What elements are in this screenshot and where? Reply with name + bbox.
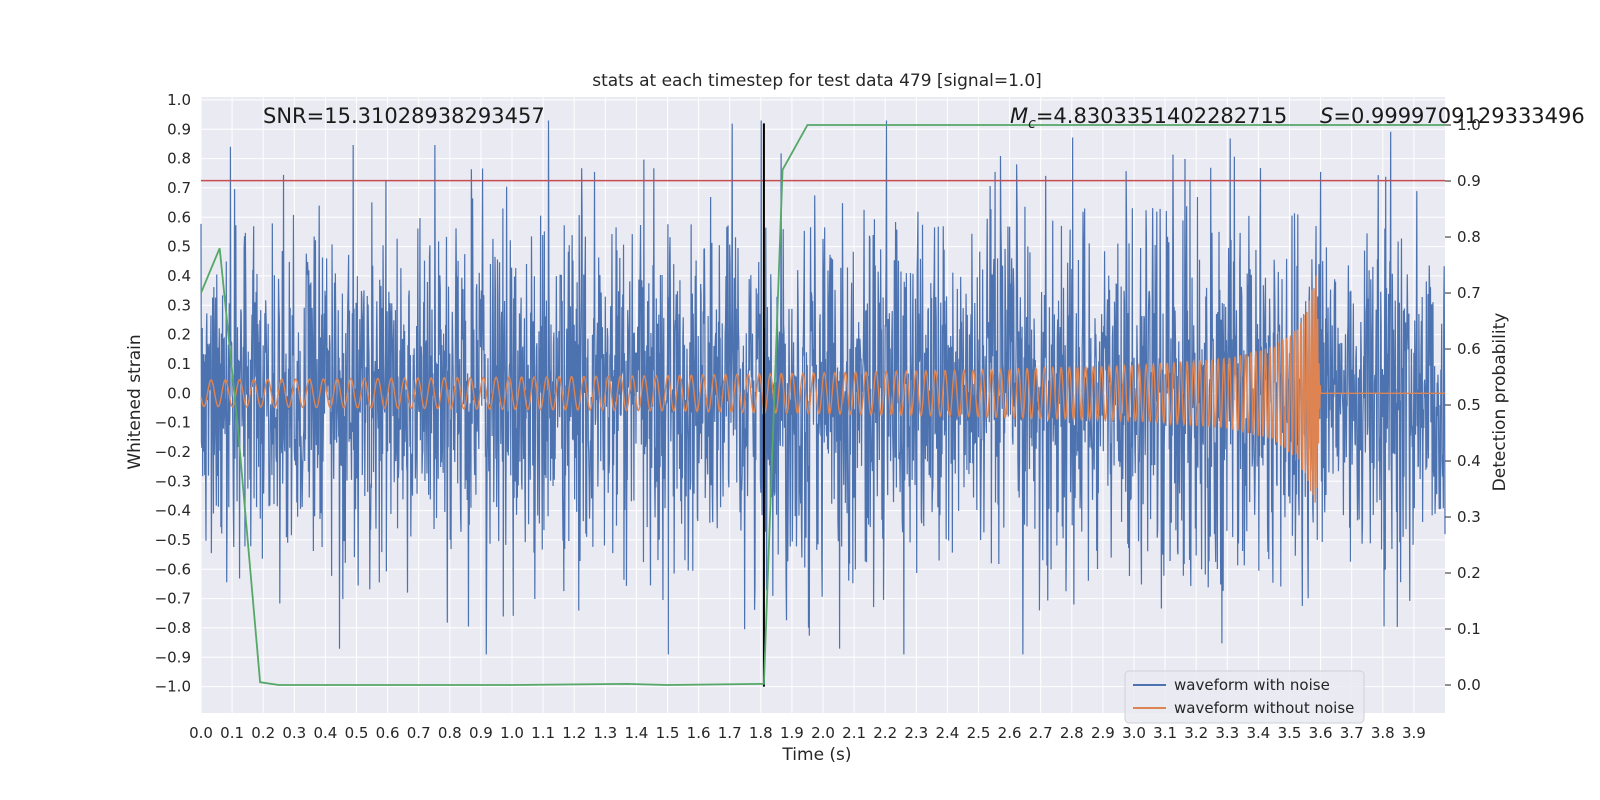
s-symbol: S (1320, 104, 1333, 128)
y2-tick-label: 0.7 (1457, 284, 1481, 302)
x-tick-label: 0.4 (313, 724, 337, 742)
y-tick-label: −0.7 (155, 590, 191, 608)
x-tick-label: 3.6 (1309, 724, 1333, 742)
legend-label-noise: waveform with noise (1174, 676, 1330, 694)
y-tick-label: −0.3 (155, 472, 191, 490)
x-tick-label: 1.7 (718, 724, 742, 742)
x-tick-label: 0.7 (407, 724, 431, 742)
y2-tick-label: 0.6 (1457, 340, 1481, 358)
x-axis-ticks: 0.0 0.1 0.2 0.3 0.4 0.5 0.6 0.7 0.8 0.9 1.0 1.1 1.2 1… (189, 724, 1426, 742)
y-tick-label: −0.2 (155, 443, 191, 461)
y-tick-label: 0.1 (167, 355, 191, 373)
y2-tick-label: 0.2 (1457, 564, 1481, 582)
x-tick-label: 0.1 (220, 724, 244, 742)
series-detection-probability (200, 124, 1445, 686)
x-tick-label: 1.5 (656, 724, 680, 742)
x-tick-label: 2.2 (873, 724, 897, 742)
y-tick-label: 0.3 (167, 296, 191, 314)
x-tick-label: 0.8 (438, 724, 462, 742)
mc-symbol: M (1010, 104, 1028, 128)
y-tick-label: 0.7 (167, 179, 191, 197)
y-tick-label: −1.0 (155, 678, 191, 696)
x-axis-label: Time (s) (781, 745, 851, 765)
y2-tick-label: 0.9 (1457, 172, 1481, 190)
detection-probability-line (200, 124, 1445, 686)
x-tick-label: 3.7 (1340, 724, 1364, 742)
y-tick-label: −0.5 (155, 531, 191, 549)
x-tick-label: 3.2 (1184, 724, 1208, 742)
x-tick-label: 2.4 (935, 724, 959, 742)
x-tick-label: 3.5 (1278, 724, 1302, 742)
y2-axis-label: Detection probability (1490, 313, 1510, 492)
y-tick-label: 0.5 (167, 238, 191, 256)
x-tick-label: 3.1 (1153, 724, 1177, 742)
y2-tick-label: 0.5 (1457, 396, 1481, 414)
y-tick-label: −0.9 (155, 648, 191, 666)
waveform-with-noise-line (200, 120, 1446, 655)
y-tick-label: 0.6 (167, 208, 191, 226)
x-tick-label: 2.8 (1060, 724, 1084, 742)
x-tick-label: 1.0 (500, 724, 524, 742)
chart-title: stats at each timestep for test data 479… (592, 71, 1042, 91)
chirp-mass-annotation: Mc=4.8303351402282715 (1010, 104, 1287, 132)
reference-lines (201, 123, 1445, 687)
x-tick-label: 1.8 (749, 724, 773, 742)
y2-tick-label: 0.8 (1457, 228, 1481, 246)
y2-tick-label: 0.0 (1457, 676, 1481, 694)
x-tick-label: 2.7 (1029, 724, 1053, 742)
legend-label-clean: waveform without noise (1174, 699, 1354, 717)
x-tick-label: 2.9 (1091, 724, 1115, 742)
x-tick-label: 2.0 (811, 724, 835, 742)
x-tick-label: 0.0 (189, 724, 213, 742)
x-tick-label: 1.6 (687, 724, 711, 742)
x-tick-label: 2.6 (998, 724, 1022, 742)
x-tick-label: 0.6 (376, 724, 400, 742)
y-tick-label: 0.8 (167, 150, 191, 168)
mc-subscript: c (1028, 116, 1036, 132)
mc-value: =4.8303351402282715 (1036, 104, 1287, 128)
x-tick-label: 3.0 (1122, 724, 1146, 742)
snr-annotation: SNR=15.31028938293457 (263, 104, 545, 128)
x-tick-label: 1.2 (562, 724, 586, 742)
x-tick-label: 3.8 (1371, 724, 1395, 742)
y-tick-label: −0.6 (155, 560, 191, 578)
x-tick-label: 2.5 (967, 724, 991, 742)
y2-tick-label: 0.1 (1457, 620, 1481, 638)
y-tick-label: −0.8 (155, 619, 191, 637)
y2-axis-ticks: 1.0 0.9 0.8 0.7 0.6 0.5 0.4 0.3 0.2 0.1 0.0 (1445, 116, 1481, 694)
x-tick-label: 0.9 (469, 724, 493, 742)
y-tick-label: 0.9 (167, 120, 191, 138)
waveform-without-noise-line (200, 275, 1445, 503)
x-tick-label: 1.3 (593, 724, 617, 742)
y-axis-ticks: 1.0 0.9 0.8 0.7 0.6 0.5 0.4 0.3 0.2 0.1 0.0 −0.1 −0.… (155, 91, 191, 696)
x-tick-label: 3.4 (1246, 724, 1270, 742)
y-tick-label: 0.0 (167, 384, 191, 402)
series-waveform-with-noise (200, 120, 1446, 655)
s-value: =0.9999709129333496 (1333, 104, 1584, 128)
legend: waveform with noise waveform without noi… (1124, 670, 1365, 724)
y2-tick-label: 0.4 (1457, 452, 1481, 470)
x-tick-label: 2.1 (842, 724, 866, 742)
legend-box (1124, 670, 1365, 724)
x-tick-label: 0.5 (345, 724, 369, 742)
x-tick-label: 1.9 (780, 724, 804, 742)
x-tick-label: 3.9 (1402, 724, 1426, 742)
y-tick-label: 0.4 (167, 267, 191, 285)
s-annotation: S=0.9999709129333496 (1320, 104, 1585, 128)
series-waveform-without-noise (200, 275, 1445, 503)
x-tick-label: 1.1 (531, 724, 555, 742)
y-tick-label: −0.1 (155, 414, 191, 432)
x-tick-label: 0.2 (251, 724, 275, 742)
y-tick-label: 0.2 (167, 326, 191, 344)
y-tick-label: 1.0 (167, 91, 191, 109)
y2-tick-label: 0.3 (1457, 508, 1481, 526)
x-tick-label: 1.4 (624, 724, 648, 742)
y-axis-label: Whitened strain (125, 334, 145, 469)
x-tick-label: 3.3 (1215, 724, 1239, 742)
x-tick-label: 2.3 (904, 724, 928, 742)
y2-tick-label: 1.0 (1457, 116, 1481, 134)
x-tick-label: 0.3 (282, 724, 306, 742)
y-tick-label: −0.4 (155, 502, 191, 520)
